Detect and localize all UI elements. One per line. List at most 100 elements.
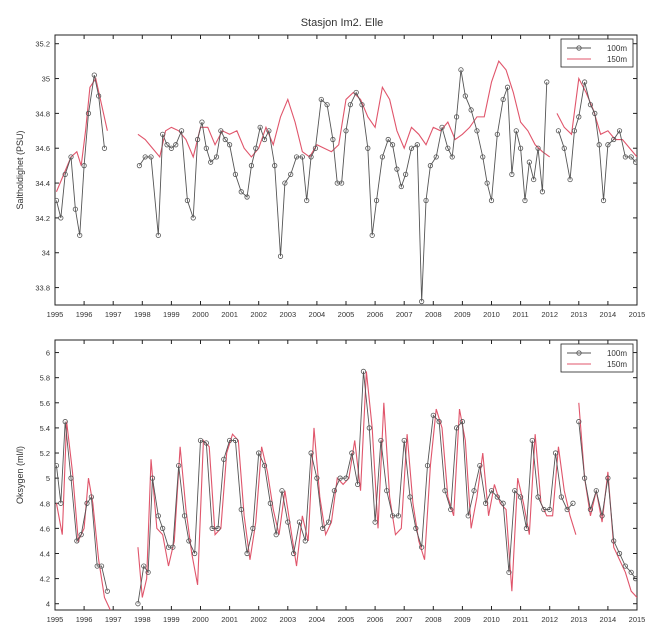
data-point-100m — [408, 145, 415, 151]
data-point-100m — [474, 128, 480, 134]
data-point-100m — [330, 136, 336, 143]
data-point-100m — [494, 494, 500, 500]
data-point-100m — [299, 154, 305, 160]
legend-marker-100m — [576, 350, 582, 356]
data-point-100m — [355, 481, 361, 488]
figure-title: Stasjon Im2. Elle — [301, 17, 384, 29]
data-point-100m — [448, 506, 454, 513]
data-point-100m — [155, 232, 161, 238]
data-point-100m — [285, 519, 291, 525]
data-point-100m — [379, 154, 385, 160]
data-point-100m — [436, 419, 442, 425]
data-point-100m — [372, 519, 378, 525]
data-point-100m — [343, 128, 349, 134]
data-point-100m — [512, 488, 518, 494]
x-tick-label: 2000 — [192, 310, 209, 319]
data-point-100m — [442, 488, 448, 494]
data-point-100m — [267, 500, 273, 506]
data-point-100m — [453, 114, 460, 120]
data-point-100m — [244, 194, 250, 200]
data-point-100m — [178, 128, 185, 134]
data-point-100m — [359, 102, 365, 108]
data-point-100m — [593, 488, 599, 494]
data-point-100m — [596, 142, 602, 148]
series-150m — [55, 60, 637, 192]
series-line-150m — [137, 60, 551, 159]
plot-area — [54, 34, 638, 306]
data-point-100m — [394, 166, 400, 172]
data-point-100m — [135, 601, 141, 607]
data-point-100m — [261, 462, 268, 469]
data-point-100m — [628, 154, 634, 160]
data-point-100m — [576, 114, 582, 120]
data-point-100m — [541, 506, 547, 513]
y-tick-label: 4 — [46, 600, 50, 609]
data-point-100m — [433, 154, 439, 160]
data-point-100m — [413, 525, 419, 531]
data-point-100m — [430, 412, 436, 418]
data-point-100m — [407, 494, 413, 500]
x-tick-label: 2006 — [367, 310, 384, 319]
data-point-100m — [353, 89, 359, 96]
data-point-100m — [308, 450, 314, 456]
data-point-100m — [192, 550, 198, 557]
data-point-100m — [494, 131, 500, 137]
y-tick-label: 34.2 — [35, 214, 50, 223]
data-point-100m — [449, 154, 455, 160]
data-point-100m — [186, 538, 192, 544]
series-line-100m — [558, 81, 636, 201]
data-point-100m — [282, 180, 288, 186]
data-point-100m — [592, 110, 598, 116]
data-point-100m — [194, 136, 201, 143]
data-point-100m — [222, 136, 228, 143]
data-point-100m — [68, 154, 74, 160]
x-tick-label: 2006 — [367, 615, 384, 624]
series-100m — [55, 67, 637, 305]
x-tick-label: 2007 — [396, 615, 413, 624]
data-point-100m — [85, 110, 92, 116]
data-point-100m — [468, 107, 474, 113]
data-point-100m — [277, 253, 284, 259]
data-point-100m — [203, 440, 209, 446]
x-tick-label: 2002 — [250, 310, 267, 319]
y-axis-label: Saltholdighet (PSU) — [15, 130, 25, 209]
y-tick-label: 6 — [46, 349, 50, 358]
x-tick-label: 2010 — [483, 615, 500, 624]
series-line-100m — [56, 74, 105, 236]
data-point-100m — [253, 145, 259, 151]
y-tick-label: 34 — [42, 249, 50, 258]
x-tick-label: 2000 — [192, 615, 209, 624]
data-point-100m — [62, 171, 68, 177]
x-tick-label: 1995 — [47, 310, 64, 319]
data-point-100m — [539, 189, 546, 195]
data-point-100m — [302, 538, 308, 544]
data-point-100m — [616, 550, 623, 557]
data-point-100m — [325, 519, 332, 525]
x-tick-label: 2014 — [600, 310, 617, 319]
y-tick-label: 5.6 — [40, 399, 50, 408]
data-point-100m — [611, 136, 617, 143]
data-point-100m — [403, 171, 409, 177]
legend-label-150m: 150m — [607, 360, 627, 369]
y-tick-label: 34.4 — [35, 179, 50, 188]
legend-box — [560, 343, 634, 373]
data-point-100m — [218, 128, 224, 134]
data-point-100m — [587, 102, 594, 108]
data-point-100m — [257, 124, 263, 130]
y-tick-label: 5.8 — [40, 374, 50, 383]
x-tick-label: 2002 — [250, 615, 267, 624]
data-point-100m — [384, 488, 390, 494]
y-tick-label: 34.8 — [35, 109, 50, 118]
series-line-150m — [55, 77, 108, 192]
data-point-100m — [419, 544, 425, 550]
data-point-100m — [168, 145, 174, 151]
data-point-100m — [582, 475, 588, 481]
data-point-100m — [62, 419, 68, 425]
data-point-100m — [471, 488, 477, 494]
x-tick-label: 2001 — [221, 310, 238, 319]
data-point-100m — [84, 500, 90, 506]
y-tick-label: 33.8 — [35, 284, 50, 293]
series-line-150m — [55, 421, 111, 610]
data-point-100m — [445, 145, 451, 151]
x-tick-label: 1996 — [76, 310, 93, 319]
